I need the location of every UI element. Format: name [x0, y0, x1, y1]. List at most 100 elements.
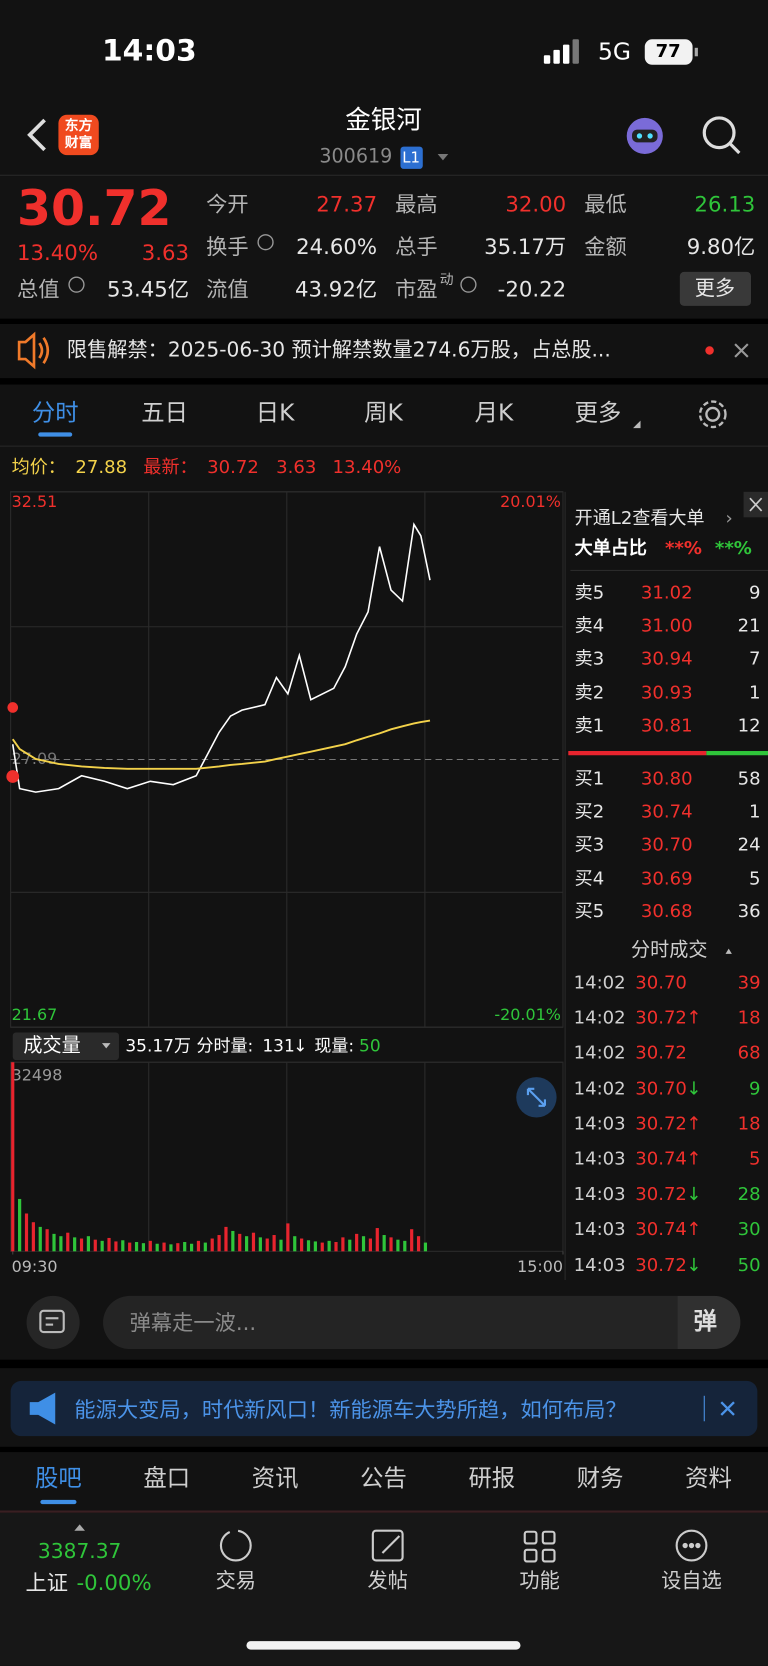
volume-bar: [79, 1238, 84, 1252]
divider: [0, 1359, 768, 1369]
dropdown-icon[interactable]: [437, 154, 449, 161]
depth-price: 30.70: [640, 834, 693, 857]
indicator-select[interactable]: [12, 1032, 119, 1061]
volume-bar: [375, 1228, 379, 1252]
chart-tab[interactable]: 月K: [474, 400, 514, 428]
trades-title: 分时成交: [630, 939, 708, 962]
back-button[interactable]: [27, 118, 46, 152]
nav-item[interactable]: 设自选: [661, 1569, 722, 1593]
expand-index[interactable]: [74, 1524, 85, 1531]
depth-level: 买5: [574, 901, 605, 923]
section-tab[interactable]: 研报: [468, 1465, 516, 1493]
more-button[interactable]: [679, 271, 752, 306]
price-line: [11, 522, 431, 793]
trade-volume: 18: [737, 1007, 761, 1029]
trade-price: 30.70: [635, 972, 687, 994]
field-label: 总手: [395, 233, 438, 260]
comment-icon[interactable]: [26, 1295, 80, 1350]
trade-marker: [6, 770, 20, 783]
battery-tip: [694, 47, 698, 57]
field-label: 今开: [206, 191, 249, 217]
stock-code: 300619: [319, 145, 393, 168]
field-label: 最低: [584, 191, 627, 217]
close-notice[interactable]: [734, 343, 749, 358]
trade-direction: ↑: [686, 1219, 702, 1241]
depth-price: 30.74: [640, 801, 693, 823]
indicator-name[interactable]: 成交量: [23, 1034, 81, 1057]
nav-item[interactable]: 发帖: [367, 1569, 408, 1593]
volume-bar: [141, 1243, 146, 1252]
dropdown-icon: [101, 1043, 111, 1049]
settings-button[interactable]: [698, 400, 727, 429]
y-tick-label: 21.67: [12, 1005, 58, 1024]
comment-placeholder[interactable]: 弹幕走一波...: [129, 1309, 257, 1336]
chart-tab[interactable]: 周K: [364, 400, 403, 428]
divider: [0, 318, 768, 324]
trade-time: 14:02: [573, 1043, 626, 1065]
section-tab[interactable]: 盘口: [143, 1465, 191, 1493]
trade-direction: ↑: [686, 1007, 702, 1029]
trade-price: 30.74: [635, 1148, 687, 1171]
chart-tab[interactable]: 日K: [255, 400, 295, 428]
depth-volume: 12: [737, 715, 761, 737]
latest-change: 3.63: [276, 457, 317, 479]
robot-icon[interactable]: [626, 117, 663, 155]
depth-volume: 36: [737, 901, 761, 923]
volume-bar: [231, 1230, 235, 1252]
avg-line: [11, 719, 431, 770]
depth-price: 31.00: [640, 615, 693, 638]
close-banner[interactable]: [720, 1401, 735, 1416]
y2-tick-label: -20.01%: [494, 1005, 560, 1024]
banner-text[interactable]: 能源大变局，时代新风口！新能源车大势所趋，如何布局？: [74, 1396, 627, 1423]
comment-input[interactable]: [103, 1295, 741, 1350]
volume-bar: [327, 1240, 331, 1252]
depth-volume: 1: [749, 801, 761, 823]
minute-volume-dir: ↓: [293, 1035, 308, 1056]
collapse-icon[interactable]: [725, 948, 732, 954]
battery: [644, 39, 693, 65]
l2-promo[interactable]: 开通L2查看大单: [574, 508, 705, 530]
section-tab[interactable]: 资料: [685, 1465, 732, 1493]
field-value: 27.37: [316, 191, 378, 217]
close-panel[interactable]: [743, 491, 768, 518]
volume-bar: [128, 1242, 132, 1252]
logo-text: 东方: [64, 118, 93, 135]
depth-volume: 7: [749, 648, 761, 671]
trade-volume: 50: [737, 1254, 761, 1276]
volume-bar: [114, 1241, 118, 1252]
chart-tab[interactable]: 五日: [141, 400, 189, 428]
search-button[interactable]: [702, 116, 741, 155]
expand-button[interactable]: [516, 1077, 557, 1118]
banner[interactable]: [10, 1380, 758, 1437]
clock: 14:03: [101, 32, 197, 68]
depth-volume: 9: [749, 582, 761, 604]
depth-level: 买4: [574, 867, 605, 890]
field-value: 9.80亿: [686, 233, 756, 260]
depth-level: 卖3: [574, 648, 605, 671]
field-value: 53.45亿: [107, 276, 190, 302]
nav-item[interactable]: 交易: [215, 1569, 257, 1593]
field-value: 35.17万: [484, 233, 567, 260]
chart-tab[interactable]: 更多: [574, 400, 622, 428]
section-tab[interactable]: 股吧: [35, 1465, 82, 1493]
trade-price: 30.72: [635, 1113, 687, 1135]
more-button[interactable]: 更多: [694, 276, 736, 301]
index-name: 上证: [25, 1569, 68, 1596]
volume-bar: [86, 1236, 90, 1252]
section-tab[interactable]: 财务: [576, 1465, 624, 1493]
depth-volume: 1: [749, 682, 761, 704]
y-tick-label: 32498: [12, 1066, 63, 1085]
section-tab[interactable]: 公告: [360, 1465, 407, 1493]
volume-bar: [45, 1229, 49, 1252]
danmaku-button[interactable]: 弹: [693, 1308, 718, 1336]
section-tab[interactable]: 资讯: [251, 1465, 299, 1493]
y-tick-label: 32.51: [12, 492, 58, 511]
field-value: -20.22: [497, 276, 567, 302]
chart-tab[interactable]: 分时: [31, 400, 79, 428]
field-label: 最高: [395, 191, 438, 217]
volume-bar: [410, 1229, 414, 1252]
nav-item[interactable]: 功能: [519, 1569, 560, 1593]
depth-price: 30.93: [640, 682, 693, 704]
